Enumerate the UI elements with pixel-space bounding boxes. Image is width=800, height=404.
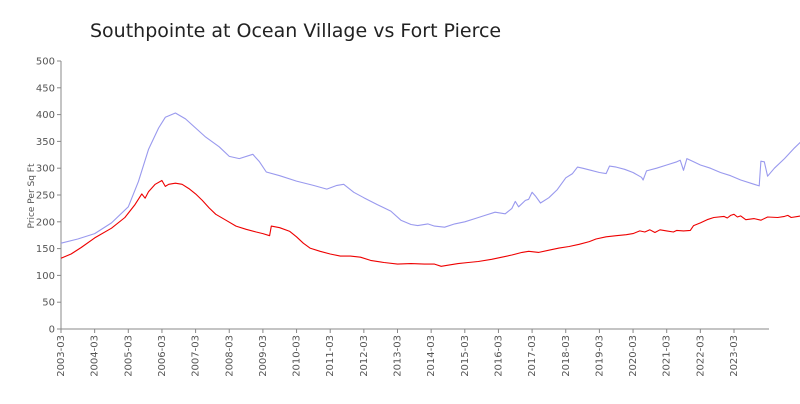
x-tick-label: 2011-03 xyxy=(325,335,336,377)
x-tick-label: 2016-03 xyxy=(493,335,504,377)
y-tick-label: 350 xyxy=(36,137,55,148)
y-tick-label: 150 xyxy=(36,244,55,255)
x-tick-label: 2009-03 xyxy=(258,335,269,377)
series-line-2 xyxy=(60,179,800,267)
y-tick-label: 400 xyxy=(36,110,55,121)
x-axis: 2003-03 2004-03 2005-03 2006-03 2007-03 2008-… xyxy=(56,328,769,377)
x-tick-label: 2018-03 xyxy=(561,335,572,377)
chart-title: Southpointe at Ocean Village vs Fort Pie… xyxy=(90,20,501,42)
x-tick-label: 2017-03 xyxy=(527,335,538,377)
x-tick-label: 2004-03 xyxy=(90,335,101,377)
y-tick-label: 50 xyxy=(42,298,55,309)
y-tick-label: 0 xyxy=(49,325,55,336)
y-tick-label: 250 xyxy=(36,191,55,202)
x-tick-label: 2019-03 xyxy=(594,335,605,377)
x-tick-label: 2022-03 xyxy=(695,335,706,377)
x-tick-label: 2015-03 xyxy=(460,335,471,377)
y-tick-label: 100 xyxy=(36,271,55,282)
y-tick-label: 300 xyxy=(36,164,55,175)
x-tick-label: 2005-03 xyxy=(123,335,134,377)
series-layer xyxy=(60,112,800,267)
x-tick-label: 2012-03 xyxy=(359,335,370,377)
x-tick-label: 2008-03 xyxy=(224,335,235,377)
y-tick-label: 450 xyxy=(36,83,55,94)
x-tick-label: 2010-03 xyxy=(292,335,303,377)
x-tick-label: 2007-03 xyxy=(191,335,202,377)
x-tick-label: 2020-03 xyxy=(628,335,639,377)
x-tick-label: 2023-03 xyxy=(729,335,740,377)
y-tick-label: 500 xyxy=(36,57,55,68)
series-line-1 xyxy=(60,112,800,244)
y-axis-label: Price Per Sq Ft xyxy=(27,163,37,228)
x-tick-label: 2003-03 xyxy=(56,335,67,377)
x-tick-label: 2021-03 xyxy=(662,335,673,377)
x-tick-label: 2006-03 xyxy=(157,335,168,377)
x-tick-label: 2014-03 xyxy=(426,335,437,377)
y-tick-label: 200 xyxy=(36,217,55,228)
x-tick-label: 2013-03 xyxy=(393,335,404,377)
y-axis: 0 50 100 150 200 250 300 350 400 450 500 xyxy=(36,57,62,336)
